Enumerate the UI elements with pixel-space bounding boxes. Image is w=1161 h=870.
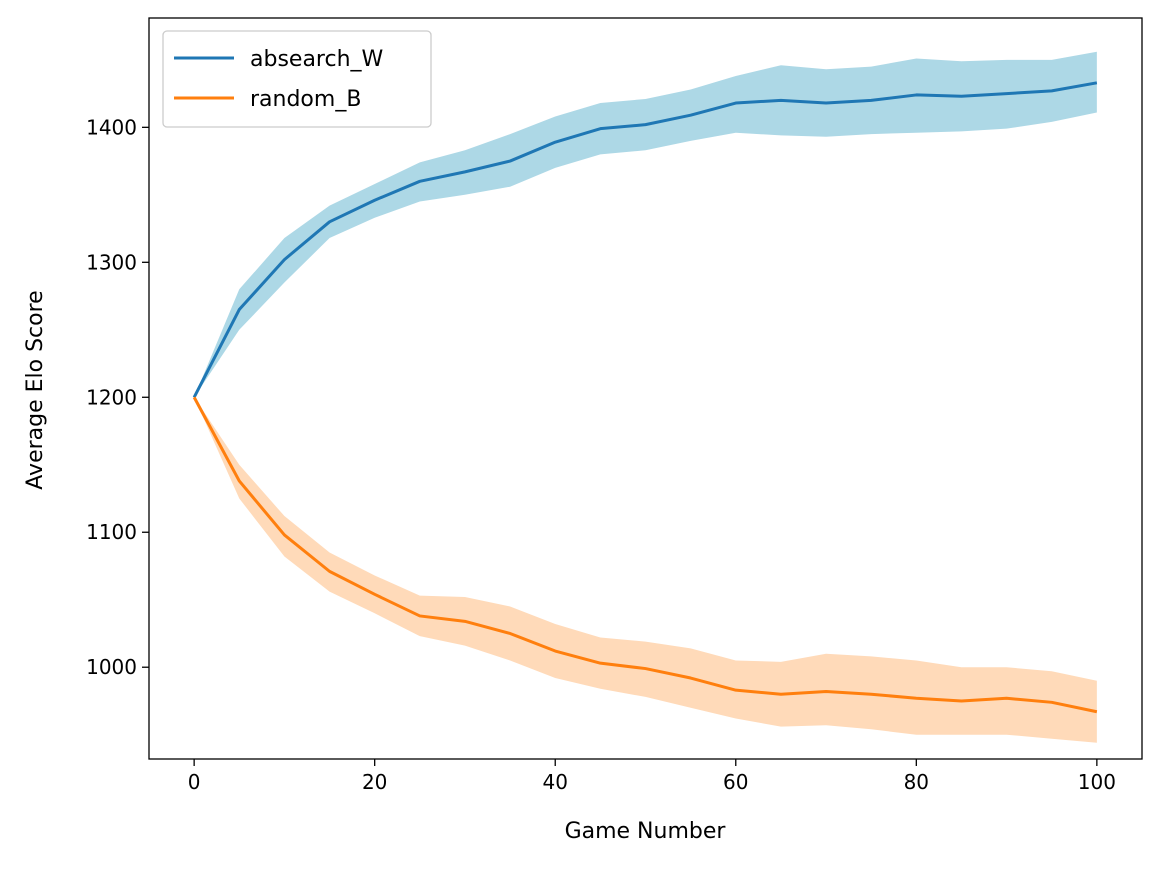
band-random-b (194, 397, 1097, 743)
band-absearch-w (194, 51, 1097, 398)
legend-frame (162, 30, 432, 128)
confidence-bands (194, 51, 1097, 743)
y-tick-label: 1000 (86, 655, 137, 679)
legend-label-absearch-w: absearch_W (250, 47, 384, 72)
x-tick-label: 0 (188, 770, 201, 794)
y-tick-label: 1400 (86, 115, 137, 139)
x-tick-label: 20 (362, 770, 387, 794)
y-axis-ticks: 1000 1100 1200 1300 1400 (86, 115, 149, 679)
x-axis-label: Game Number (565, 819, 727, 844)
legend-label-random-b: random_B (250, 87, 361, 112)
y-tick-label: 1100 (86, 520, 137, 544)
x-tick-label: 40 (543, 770, 568, 794)
y-tick-label: 1300 (86, 250, 137, 274)
y-axis-label: Average Elo Score (23, 290, 48, 489)
x-axis-ticks: 0 20 40 60 80 100 (188, 759, 1116, 794)
series-line-random-b (192, 396, 1098, 714)
plot-frame (148, 17, 1143, 760)
x-tick-label: 80 (904, 770, 929, 794)
series-line-absearch-w (192, 81, 1098, 398)
legend: absearch_W random_B (162, 30, 432, 128)
series-lines (192, 81, 1098, 714)
x-tick-label: 100 (1078, 770, 1116, 794)
x-tick-label: 60 (723, 770, 748, 794)
y-tick-label: 1200 (86, 385, 137, 409)
